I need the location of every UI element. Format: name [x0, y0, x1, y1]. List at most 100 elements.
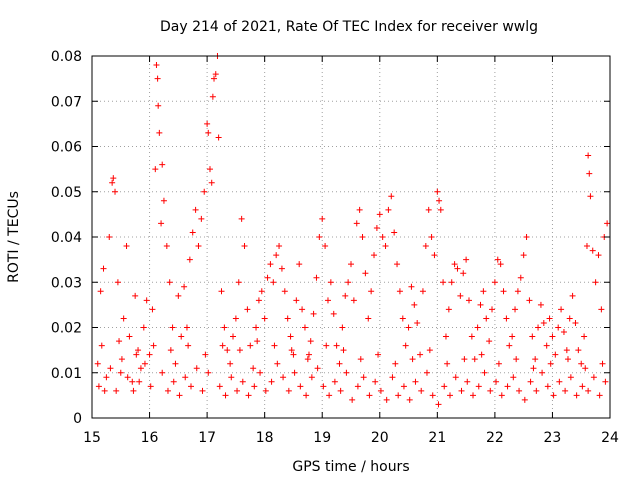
data-point: [290, 351, 297, 358]
data-point: [350, 297, 357, 304]
data-point: [583, 243, 590, 250]
data-point: [333, 342, 340, 349]
data-point: [195, 243, 202, 250]
data-point: [368, 288, 375, 295]
data-point: [224, 347, 231, 354]
data-point: [527, 378, 534, 385]
data-point: [529, 333, 536, 340]
data-point: [371, 252, 378, 259]
data-point: [414, 319, 421, 326]
x-tick-label: 19: [313, 430, 331, 446]
data-point: [219, 342, 226, 349]
data-point: [451, 261, 458, 268]
data-point: [106, 234, 113, 240]
data-point: [264, 274, 271, 281]
data-point: [227, 360, 234, 367]
data-point: [293, 297, 300, 304]
data-point: [113, 387, 120, 394]
data-point: [477, 301, 484, 308]
data-point: [408, 283, 415, 290]
data-point: [137, 365, 144, 372]
data-point: [251, 383, 258, 390]
data-point: [278, 265, 285, 272]
data-point: [474, 324, 481, 331]
data-point: [523, 234, 530, 240]
data-point: [327, 279, 334, 286]
data-point: [120, 315, 127, 322]
data-point: [337, 387, 344, 394]
data-point: [178, 333, 185, 340]
data-point: [483, 315, 490, 322]
data-point: [377, 387, 384, 394]
data-point: [274, 360, 281, 367]
data-point: [581, 333, 588, 340]
data-point: [348, 261, 354, 268]
data-point: [560, 329, 567, 336]
data-point: [257, 369, 264, 376]
data-point: [183, 324, 190, 331]
data-point: [147, 383, 154, 390]
data-point: [133, 351, 140, 358]
data-point: [555, 324, 562, 331]
data-point: [592, 279, 599, 286]
data-point: [159, 161, 166, 168]
data-point: [235, 279, 242, 286]
data-point: [509, 333, 516, 340]
data-point: [372, 378, 379, 385]
data-point: [189, 229, 196, 236]
data-point: [176, 392, 183, 399]
data-point: [532, 356, 539, 363]
data-point: [533, 387, 540, 394]
data-point: [353, 220, 360, 227]
data-point: [159, 369, 166, 376]
data-point: [412, 378, 419, 385]
data-point: [357, 356, 364, 363]
x-tick-label: 21: [428, 430, 446, 446]
data-point: [491, 279, 498, 286]
data-point: [394, 261, 401, 268]
data-point: [143, 297, 150, 304]
data-point: [172, 360, 179, 367]
data-point: [343, 369, 350, 376]
data-point: [598, 306, 605, 313]
data-point: [103, 374, 110, 381]
data-point: [324, 297, 331, 304]
data-point: [110, 175, 117, 182]
data-point: [535, 324, 542, 331]
data-point: [94, 360, 101, 367]
data-point: [308, 374, 315, 381]
data-point: [271, 342, 278, 349]
data-point: [163, 243, 170, 250]
data-point: [280, 374, 287, 381]
data-point: [389, 374, 396, 381]
data-point: [296, 261, 303, 268]
data-point: [375, 351, 382, 358]
data-point: [153, 62, 160, 69]
data-point: [255, 297, 262, 304]
data-point: [566, 315, 573, 322]
data-point: [552, 351, 559, 358]
data-point: [261, 315, 268, 322]
data-point: [382, 243, 389, 250]
data-point: [109, 179, 116, 186]
data-point: [497, 261, 504, 268]
data-point: [503, 315, 510, 322]
data-point: [132, 292, 139, 299]
data-point: [241, 243, 248, 250]
data-point: [100, 265, 107, 272]
data-point: [222, 392, 229, 399]
data-point: [578, 360, 585, 367]
data-point: [418, 387, 425, 394]
data-point: [314, 365, 321, 372]
x-tick-label: 22: [486, 430, 504, 446]
data-point: [530, 365, 537, 372]
data-point: [182, 374, 189, 381]
data-point: [201, 188, 208, 195]
data-point: [193, 365, 200, 372]
data-point: [244, 306, 251, 313]
data-point: [117, 369, 124, 376]
data-point: [149, 306, 156, 313]
data-point: [426, 347, 433, 354]
data-point: [582, 365, 589, 372]
data-point: [468, 333, 475, 340]
